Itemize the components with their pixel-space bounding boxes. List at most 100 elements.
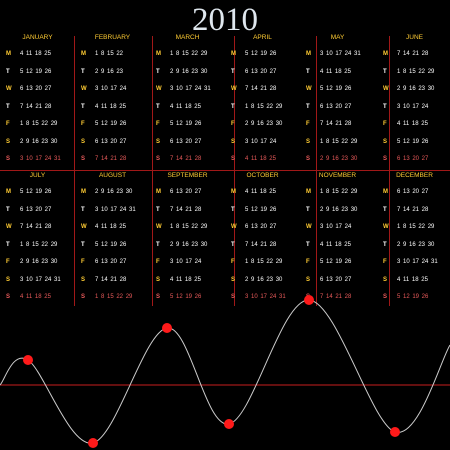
week-row: F 3 10 17 24 bbox=[150, 258, 225, 267]
weekday-letter: T bbox=[156, 241, 160, 248]
weekday-letter: M bbox=[383, 189, 388, 195]
weekday-letter: S bbox=[81, 156, 86, 162]
day-numbers: 2 9 16 23 30 bbox=[95, 189, 133, 195]
weekday-letter: S bbox=[306, 276, 311, 283]
weekday-letter: F bbox=[231, 259, 235, 265]
weekday-letter: W bbox=[6, 224, 12, 230]
week-row: T 1 8 15 22 29 bbox=[377, 68, 450, 77]
weekday-letter: F bbox=[156, 121, 160, 127]
week-row: M 6 13 20 27 bbox=[150, 188, 225, 197]
weekday-letter: S bbox=[231, 276, 236, 283]
week-row: W 4 11 18 25 bbox=[75, 223, 150, 232]
weekday-letter: W bbox=[306, 86, 312, 92]
weekday-letter: S bbox=[383, 294, 388, 300]
day-numbers: 4 11 18 25 bbox=[320, 68, 351, 75]
weekday-letter: T bbox=[6, 241, 10, 248]
day-numbers: 7 14 21 28 bbox=[320, 121, 352, 127]
day-numbers: 5 12 19 26 bbox=[245, 206, 277, 213]
year-title: 2010 bbox=[192, 2, 258, 38]
weekday-letter: S bbox=[156, 276, 161, 283]
day-numbers: 6 13 20 27 bbox=[170, 138, 202, 145]
weekday-letter: S bbox=[231, 156, 236, 162]
weekday-letter: T bbox=[383, 68, 387, 75]
weekday-letter: F bbox=[6, 259, 10, 265]
month-name: SEPTEMBER bbox=[167, 172, 208, 179]
day-numbers: 6 13 20 27 bbox=[245, 224, 277, 230]
week-row: F 3 10 17 24 31 bbox=[377, 258, 450, 267]
weekday-letter: T bbox=[231, 103, 235, 110]
weekday-letter: F bbox=[306, 259, 310, 265]
weekday-letter: T bbox=[81, 241, 85, 248]
week-row: S 3 10 17 24 31 bbox=[0, 155, 75, 164]
grid-divider bbox=[234, 36, 235, 306]
week-row: W 1 8 15 22 29 bbox=[150, 223, 225, 232]
week-row: M 2 9 16 23 30 bbox=[75, 188, 150, 197]
week-row: S 2 9 16 23 30 bbox=[300, 155, 375, 164]
day-numbers: 7 14 21 28 bbox=[397, 51, 429, 57]
weekday-letter: T bbox=[383, 206, 387, 213]
day-numbers: 5 12 19 26 bbox=[397, 138, 429, 145]
week-row: W 1 8 15 22 29 bbox=[377, 223, 450, 232]
weekday-letter: F bbox=[81, 259, 85, 265]
day-numbers: 3 10 17 24 31 bbox=[170, 86, 211, 92]
month-name: MARCH bbox=[175, 34, 200, 41]
day-numbers: 2 9 16 23 30 bbox=[245, 276, 283, 283]
day-numbers: 7 14 21 28 bbox=[170, 206, 202, 213]
day-numbers: 1 8 15 22 29 bbox=[320, 189, 358, 195]
weekday-letter: F bbox=[383, 259, 387, 265]
day-numbers: 7 14 21 28 bbox=[170, 156, 202, 162]
week-row: T 7 14 21 28 bbox=[0, 103, 75, 112]
week-row: S 5 12 19 26 bbox=[150, 293, 225, 302]
day-numbers: 2 9 16 23 30 bbox=[397, 86, 435, 92]
week-row: W 3 10 17 24 31 bbox=[150, 85, 225, 94]
weekday-letter: M bbox=[231, 189, 236, 195]
week-row: M 4 11 18 25 bbox=[225, 188, 300, 197]
week-row: T 2 9 16 23 30 bbox=[300, 206, 375, 215]
day-numbers: 6 13 20 27 bbox=[95, 259, 127, 265]
week-row: F 2 9 16 23 30 bbox=[0, 258, 75, 267]
week-row: M 3 10 17 24 31 bbox=[300, 50, 375, 59]
day-numbers: 5 12 19 26 bbox=[320, 259, 352, 265]
day-numbers: 5 12 19 26 bbox=[397, 294, 429, 300]
week-row: F 1 8 15 22 29 bbox=[225, 258, 300, 267]
weekday-letter: T bbox=[156, 103, 160, 110]
day-numbers: 3 10 17 24 bbox=[320, 224, 352, 230]
week-row: S 5 12 19 26 bbox=[377, 138, 450, 147]
month-name: NOVEMBER bbox=[318, 172, 357, 179]
week-row: T 4 11 18 25 bbox=[75, 103, 150, 112]
day-numbers: 1 8 15 22 29 bbox=[170, 224, 208, 230]
day-numbers: 4 11 18 25 bbox=[397, 121, 428, 127]
week-row: T 7 14 21 28 bbox=[150, 206, 225, 215]
day-numbers: 4 11 18 25 bbox=[170, 276, 201, 283]
week-row: M 4 11 18 25 bbox=[0, 50, 75, 59]
week-row: T 2 9 16 23 bbox=[75, 68, 150, 77]
weekday-letter: W bbox=[156, 86, 162, 92]
weekday-letter: S bbox=[231, 138, 236, 145]
week-row: T 1 8 15 22 29 bbox=[225, 103, 300, 112]
weekday-letter: S bbox=[6, 276, 11, 283]
week-row: M 5 12 19 26 bbox=[225, 50, 300, 59]
weekday-letter: T bbox=[81, 68, 85, 75]
day-numbers: 1 8 15 22 29 bbox=[397, 224, 435, 230]
week-row: T 4 11 18 25 bbox=[300, 68, 375, 77]
weekday-letter: S bbox=[81, 138, 86, 145]
week-row: S 6 13 20 27 bbox=[150, 138, 225, 147]
day-numbers: 6 13 20 27 bbox=[320, 103, 352, 110]
day-numbers: 2 9 16 23 30 bbox=[245, 121, 283, 127]
wave-curve bbox=[0, 299, 450, 444]
day-numbers: 2 9 16 23 30 bbox=[20, 259, 58, 265]
day-numbers: 7 14 21 28 bbox=[95, 156, 127, 162]
week-row: M 5 12 19 26 bbox=[0, 188, 75, 197]
day-numbers: 2 9 16 23 30 bbox=[170, 241, 208, 248]
weekday-letter: F bbox=[6, 121, 10, 127]
week-row: T 2 9 16 23 30 bbox=[150, 241, 225, 250]
month-name: JULY bbox=[29, 172, 46, 179]
week-row: S 7 14 21 28 bbox=[75, 155, 150, 164]
week-row: W 7 14 21 28 bbox=[0, 223, 75, 232]
weekday-letter: S bbox=[383, 156, 388, 162]
weekday-letter: T bbox=[231, 68, 235, 75]
day-numbers: 3 10 17 24 31 bbox=[397, 259, 438, 265]
week-row: S 2 9 16 23 30 bbox=[225, 276, 300, 285]
day-numbers: 1 8 15 22 29 bbox=[95, 294, 133, 300]
week-row: T 2 9 16 23 30 bbox=[150, 68, 225, 77]
